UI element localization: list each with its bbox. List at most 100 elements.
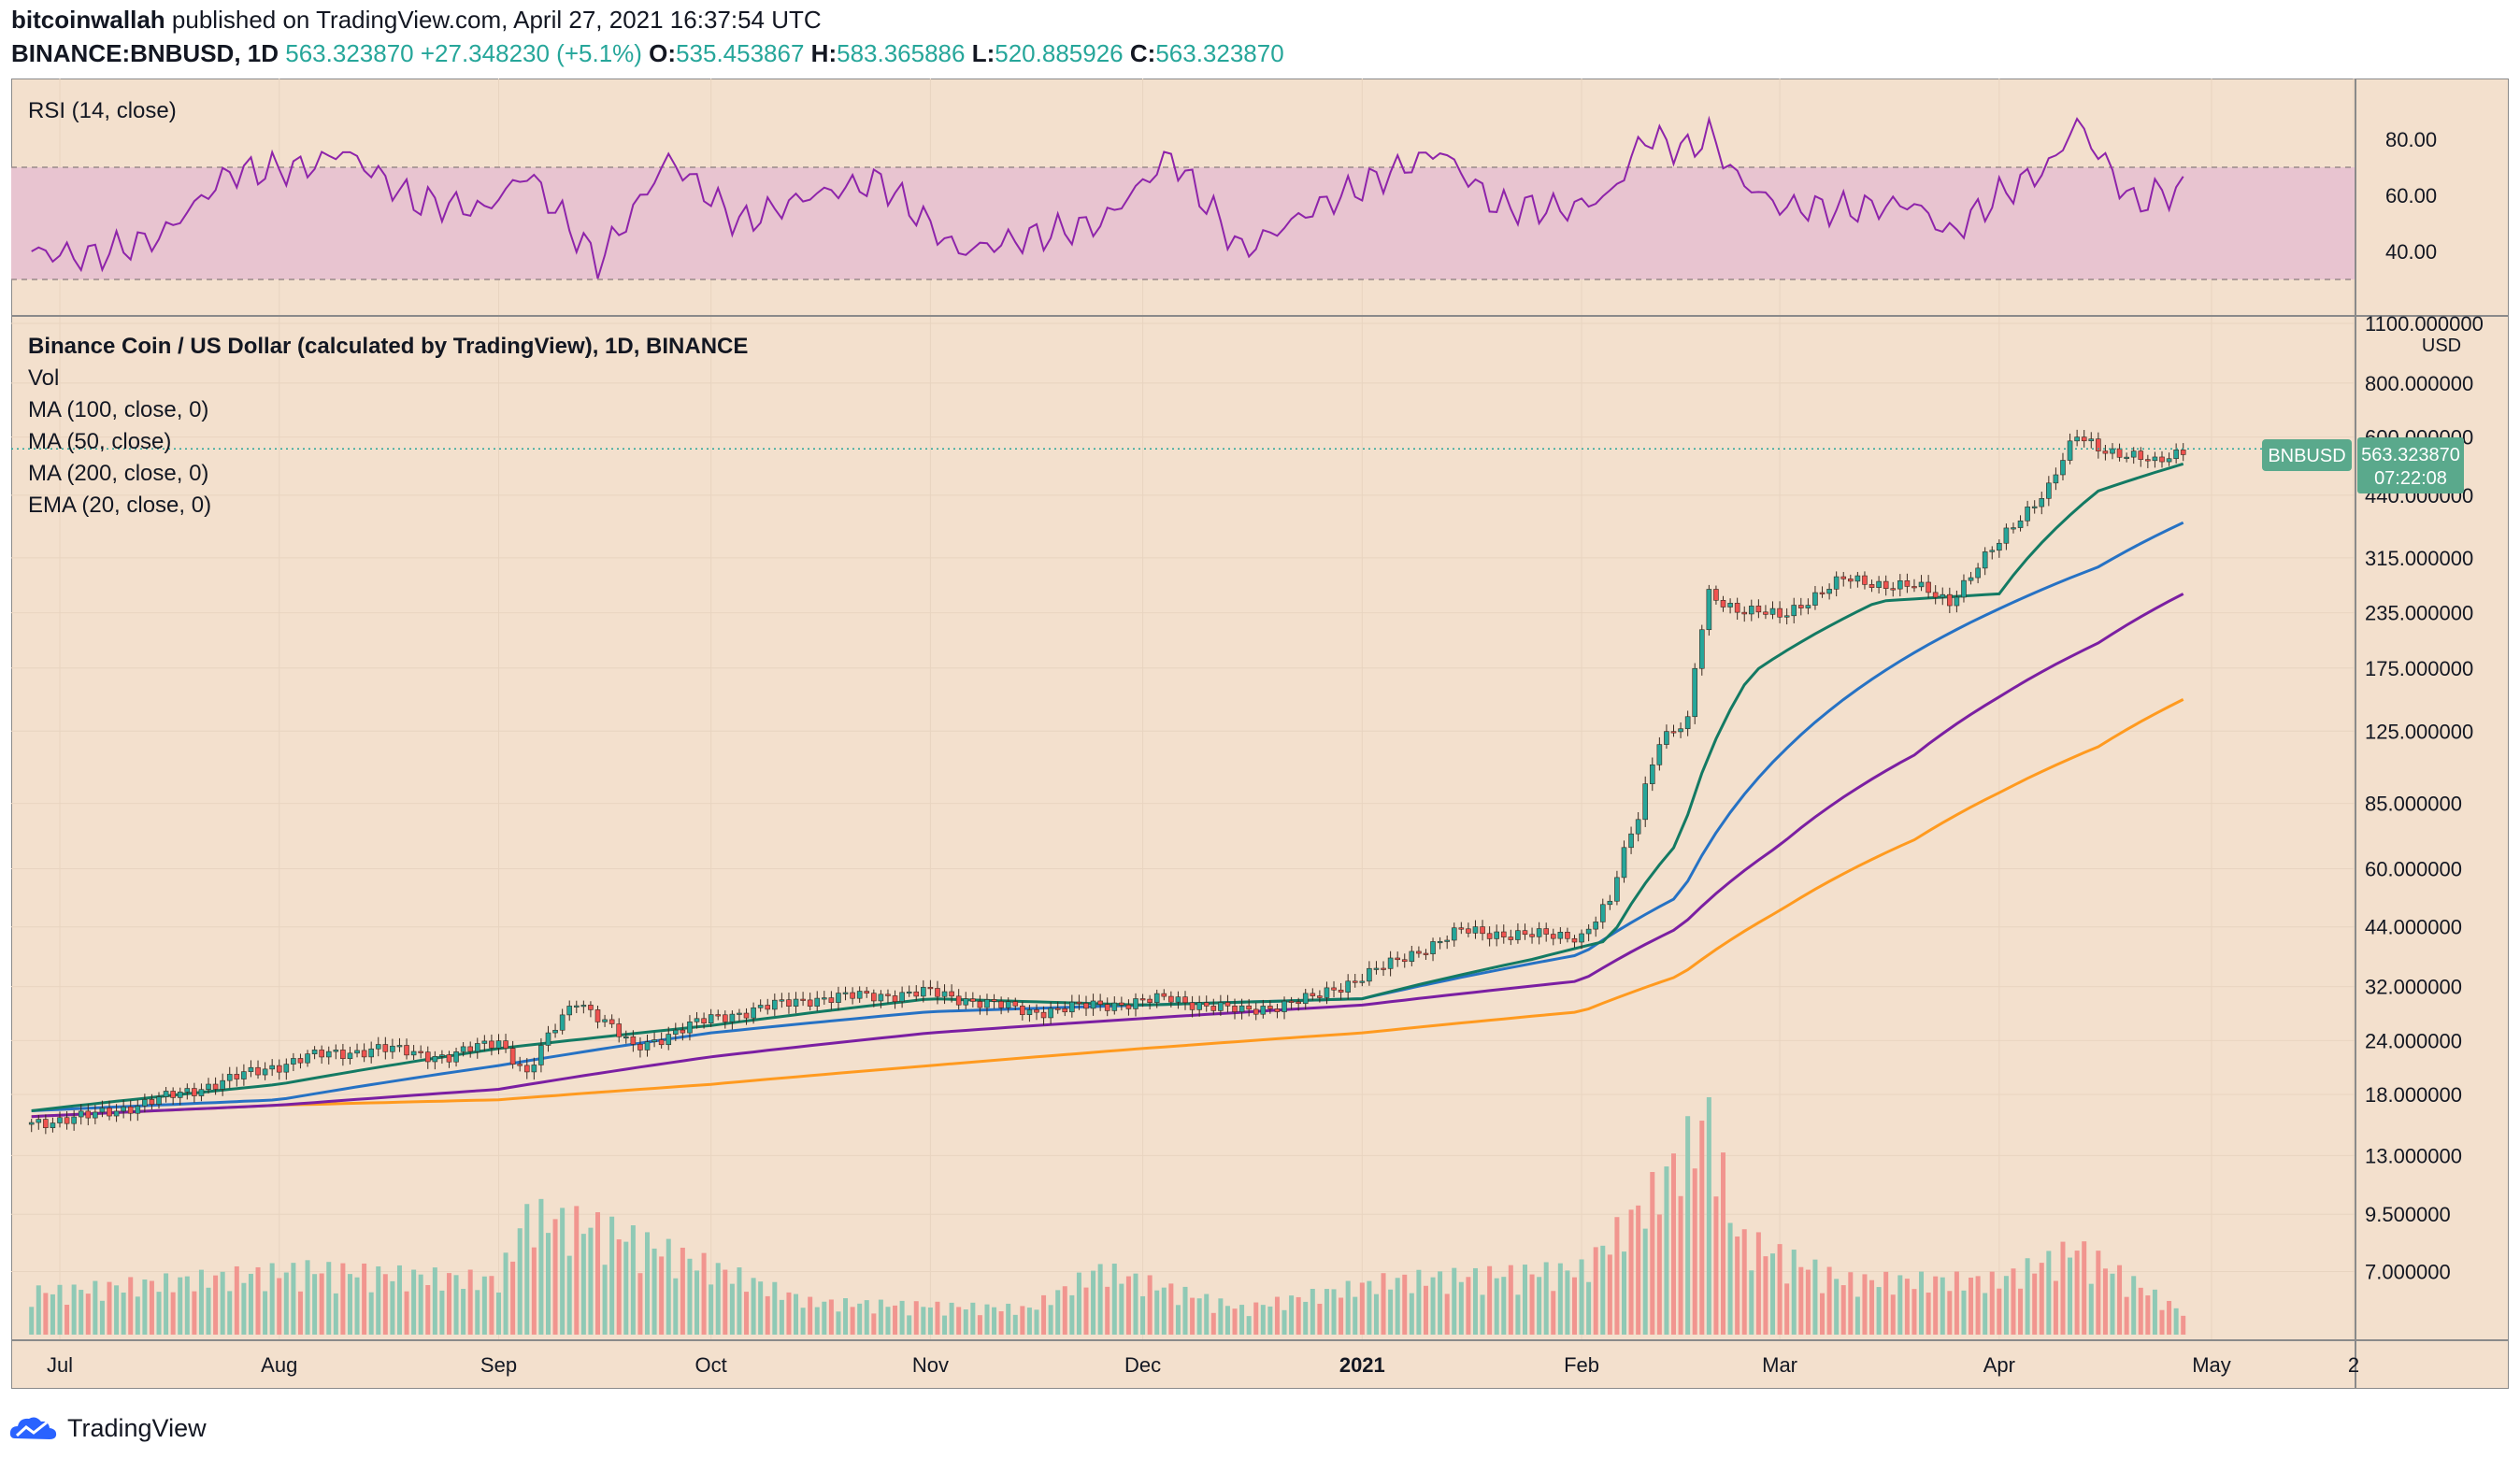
candle — [594, 1005, 601, 1029]
candle — [892, 990, 898, 1009]
volume-bar — [1727, 1222, 1733, 1335]
candle — [666, 1026, 672, 1051]
price-tick-label: 18.000000 — [2365, 1083, 2462, 1107]
candle — [1585, 924, 1592, 942]
volume-bar — [156, 1292, 162, 1335]
volume-bar — [2025, 1258, 2030, 1335]
volume-bar — [319, 1273, 324, 1335]
volume-bar — [580, 1234, 586, 1335]
candle — [1713, 585, 1719, 605]
volume-bar — [1154, 1290, 1160, 1335]
candle — [1466, 922, 1471, 937]
volume-bar — [2018, 1288, 2024, 1335]
volume-bar — [446, 1273, 451, 1335]
candle — [1175, 991, 1181, 1009]
legend-vol[interactable]: Vol — [28, 365, 59, 391]
legend-ma200[interactable]: MA (200, close, 0) — [28, 461, 208, 486]
candle — [2017, 515, 2024, 532]
candle — [1317, 990, 1323, 1003]
volume-bar — [893, 1305, 898, 1335]
price-tick-label: 13.000000 — [2365, 1144, 2462, 1167]
volume-bar — [1324, 1289, 1329, 1335]
candle — [1635, 811, 1641, 842]
volume-bar — [1296, 1296, 1301, 1335]
symbol-tag[interactable]: BNBUSD — [2262, 439, 2352, 471]
volume-bar — [659, 1256, 665, 1335]
volume-bar — [1791, 1250, 1797, 1335]
candle — [559, 1008, 566, 1035]
volume-bar — [503, 1252, 508, 1335]
volume-bar — [213, 1275, 219, 1335]
candle — [1975, 563, 1981, 584]
rsi-axis[interactable]: 80.00 60.00 40.00 — [2385, 128, 2437, 264]
volume-bar — [517, 1228, 523, 1335]
volume-bar — [425, 1284, 431, 1335]
volume-bar — [2102, 1268, 2108, 1335]
candle — [856, 986, 863, 1003]
legend-ema20[interactable]: EMA (20, close, 0) — [28, 493, 211, 518]
candle — [1267, 1000, 1273, 1014]
brand-name: TradingView — [67, 1413, 207, 1442]
candle — [1769, 601, 1776, 620]
volume-bar — [1926, 1293, 1931, 1335]
candle — [1918, 575, 1925, 592]
time-tick-label: Jul — [47, 1353, 73, 1377]
author-name[interactable]: bitcoinwallah — [11, 6, 165, 34]
volume-bar — [531, 1247, 537, 1335]
candle — [481, 1035, 488, 1051]
candle — [2074, 429, 2080, 447]
candle — [2025, 500, 2030, 527]
chart-canvas[interactable]: RSI (14, close) Binance Coin / US Dollar… — [11, 79, 2509, 1389]
time-axis[interactable]: Jul Aug Sep Oct Nov Dec 2021 Feb Mar Apr May 2 — [47, 1353, 2359, 1377]
legend-ma50[interactable]: MA (50, close) — [28, 429, 171, 454]
volume-bar — [50, 1294, 55, 1335]
candle — [977, 994, 983, 1015]
volume-bar — [1579, 1259, 1584, 1335]
candle — [701, 1012, 707, 1029]
volume-bar — [1904, 1279, 1910, 1335]
volume-bar — [1161, 1287, 1167, 1335]
candle — [658, 1032, 665, 1049]
candle — [1833, 571, 1840, 597]
volume-bar — [396, 1265, 402, 1335]
candle — [1826, 583, 1832, 600]
volume-bar — [1543, 1262, 1549, 1335]
volume-bar — [368, 1292, 374, 1335]
currency-label[interactable]: USD — [2422, 336, 2461, 356]
legend-ma100[interactable]: MA (100, close, 0) — [28, 397, 208, 422]
volume-bar — [2117, 1265, 2123, 1335]
candle — [1642, 776, 1649, 827]
candle — [2088, 432, 2095, 449]
tradingview-logo[interactable]: TradingView — [7, 1409, 207, 1447]
candle — [1883, 575, 1889, 596]
volume-bar — [1515, 1294, 1521, 1335]
candle — [43, 1114, 49, 1135]
price-axis[interactable]: 1100.000000800.000000600.000000440.00000… — [2365, 312, 2484, 1284]
volume-bar — [1812, 1259, 1818, 1335]
candle — [1783, 608, 1790, 625]
candle — [1529, 927, 1535, 944]
time-tick-label: Sep — [480, 1353, 517, 1377]
candle — [382, 1036, 389, 1060]
volume-bar — [43, 1293, 49, 1335]
candle — [107, 1100, 112, 1121]
candle — [1727, 598, 1733, 614]
volume-bar — [1125, 1276, 1131, 1335]
candle — [523, 1058, 530, 1079]
volume-bar — [1310, 1289, 1315, 1335]
price-tag[interactable]: 563.323870 07:22:08 — [2357, 437, 2464, 493]
candle — [368, 1041, 374, 1064]
volume-bar — [623, 1241, 629, 1335]
volume-bar — [907, 1315, 912, 1335]
volume-bar — [2003, 1276, 2009, 1335]
candle — [637, 1036, 643, 1058]
candle — [184, 1083, 191, 1100]
volume-bar — [1721, 1152, 1726, 1335]
candle — [1048, 1002, 1053, 1024]
volume-bar — [453, 1275, 459, 1335]
volume-bar — [1614, 1217, 1620, 1335]
volume-bar — [1593, 1247, 1598, 1335]
volume-bar — [814, 1307, 820, 1335]
candle — [36, 1114, 42, 1130]
candle — [1734, 597, 1740, 621]
